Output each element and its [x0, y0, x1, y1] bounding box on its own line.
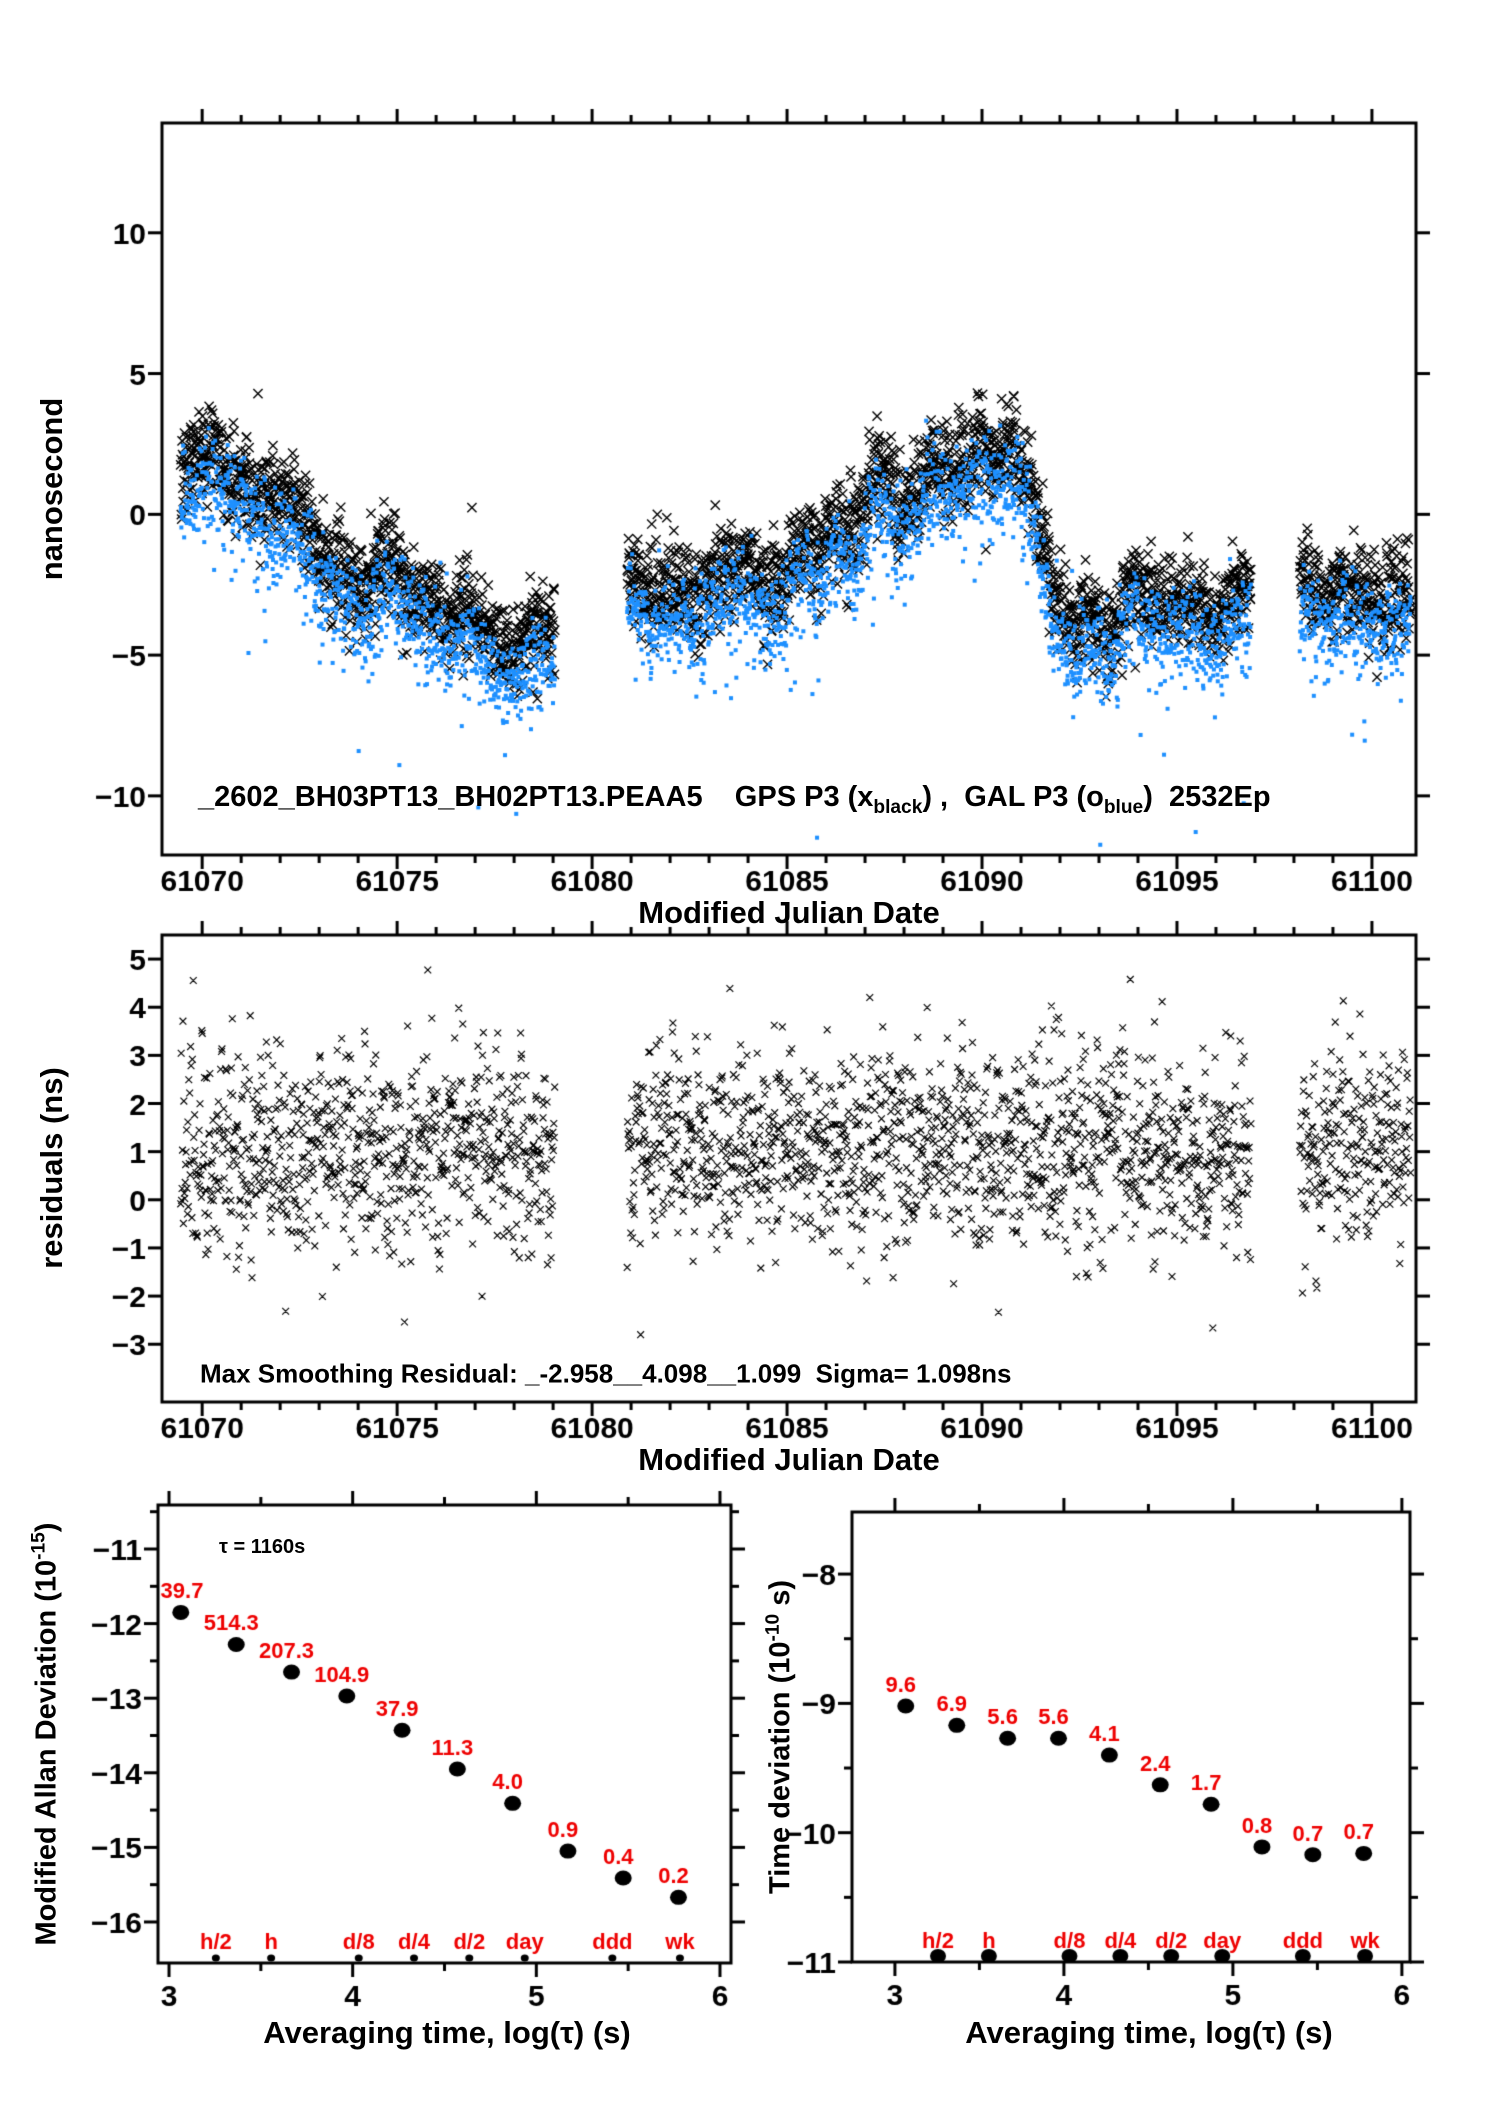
tdev-y-axis-label: Time deviation (10-10 s) — [762, 1580, 797, 1894]
top-y-axis-label: nanosecond — [33, 397, 69, 581]
title-filename: _2602_BH03PT13_BH02PT13.PEAA5 — [198, 781, 703, 814]
top-plot-title: _2602_BH03PT13_BH02PT13.PEAA5 GPS P3 (xb… — [198, 781, 1271, 818]
residuals-y-axis-label: residuals (ns) — [33, 1067, 69, 1269]
title-gal-series: GAL P3 (o — [964, 781, 1104, 814]
title-epoch-count: 2532Ep — [1168, 781, 1271, 814]
residuals-x-axis-label: Modified Julian Date — [638, 1441, 940, 1477]
title-gps-close: ) , — [922, 781, 965, 814]
tdev-x-axis-label: Averaging time, log(τ) (s) — [965, 2014, 1333, 2050]
title-gps-series: GPS P3 (x — [702, 781, 874, 814]
title-gal-sub: blue — [1103, 796, 1144, 818]
title-gal-close: ) — [1143, 781, 1169, 814]
top-x-axis-label: Modified Julian Date — [638, 894, 940, 930]
mdev-tau-annotation: τ = 1160s — [219, 1536, 306, 1558]
title-gps-sub: black — [873, 796, 923, 818]
mdev-y-axis-label: Modified Allan Deviation (10-15) — [28, 1522, 63, 1946]
mdev-x-axis-label: Averaging time, log(τ) (s) — [263, 2014, 631, 2050]
residuals-annotation: Max Smoothing Residual: _-2.958__4.098__… — [200, 1358, 1012, 1389]
